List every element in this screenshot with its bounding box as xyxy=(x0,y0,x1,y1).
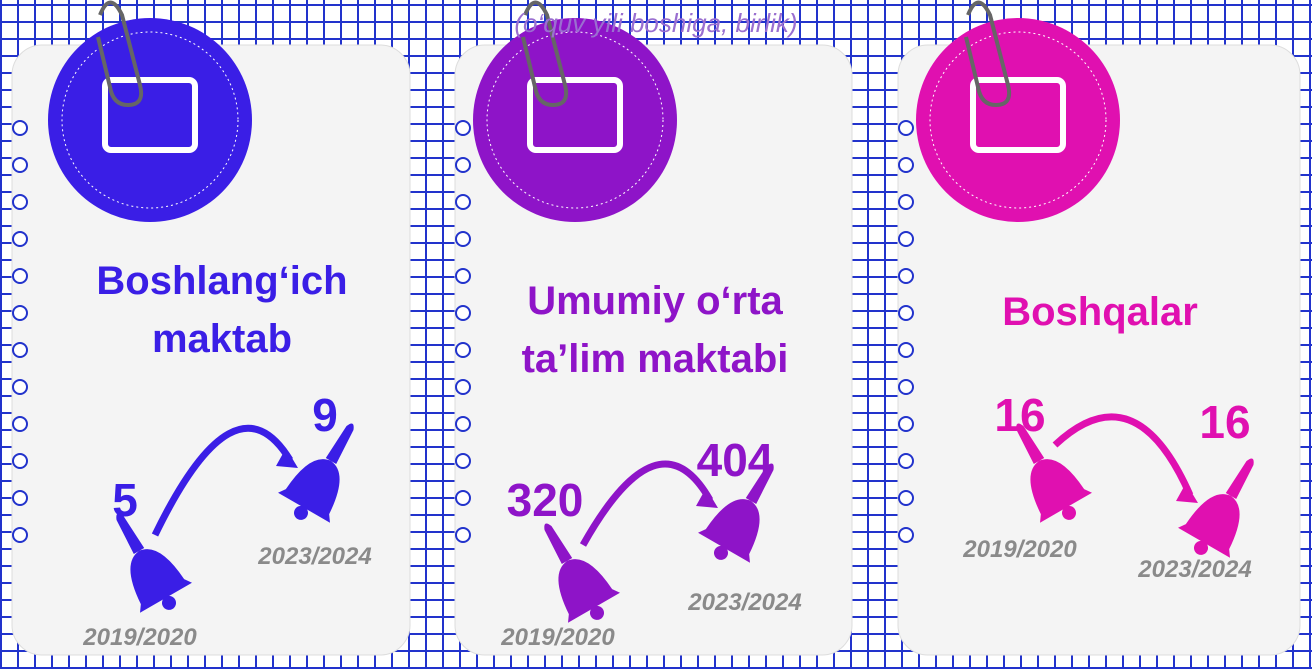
ring-hole xyxy=(12,268,28,284)
value: 9 xyxy=(312,389,338,441)
ring-hole xyxy=(455,379,471,395)
ring-hole xyxy=(12,379,28,395)
ring-hole xyxy=(898,268,914,284)
value: 5 xyxy=(112,474,138,526)
value: 404 xyxy=(696,434,774,486)
year: 2019/2020 xyxy=(83,624,197,651)
icon-ring xyxy=(929,31,1107,209)
ring-hole xyxy=(455,231,471,247)
value: 16 xyxy=(1199,396,1251,448)
ring-hole xyxy=(455,342,471,358)
ring-hole xyxy=(898,231,914,247)
bell-icon xyxy=(698,463,774,563)
ring-hole xyxy=(898,490,914,506)
year: 2019/2020 xyxy=(963,536,1077,563)
ring-hole xyxy=(12,416,28,432)
ring-hole xyxy=(898,342,914,358)
bell-icon xyxy=(544,523,620,623)
arrow xyxy=(151,424,293,537)
ring-hole xyxy=(12,453,28,469)
icon xyxy=(527,77,623,153)
icon-circle xyxy=(916,18,1120,222)
ring-hole xyxy=(12,342,28,358)
arrow-head xyxy=(1176,483,1198,503)
year: 2023/2024 xyxy=(688,589,802,616)
paperclip xyxy=(96,0,144,108)
bell-icon xyxy=(278,423,354,523)
bell-icon xyxy=(1016,423,1092,523)
value: 16 xyxy=(994,389,1046,441)
year: 2023/2024 xyxy=(258,543,372,570)
ring-hole xyxy=(12,194,28,210)
arrow-head xyxy=(276,448,298,468)
icon xyxy=(970,77,1066,153)
ring-hole xyxy=(898,379,914,395)
ring-hole xyxy=(12,231,28,247)
ring-hole xyxy=(455,120,471,136)
ring-hole xyxy=(455,453,471,469)
ring-hole xyxy=(455,416,471,432)
bell-icon xyxy=(1178,458,1254,558)
ring-hole xyxy=(898,416,914,432)
ring-hole xyxy=(898,305,914,321)
ring-hole xyxy=(12,120,28,136)
ring-hole xyxy=(455,527,471,543)
ring-hole xyxy=(455,194,471,210)
bell-icon xyxy=(116,513,192,613)
arrow-head xyxy=(696,488,718,508)
ring-hole xyxy=(12,157,28,173)
card-title: Boshlang‘ich maktab xyxy=(96,259,348,361)
subtitle: (o‘quv yili boshiga, birlik) xyxy=(514,8,798,38)
ring-hole xyxy=(898,194,914,210)
ring-hole xyxy=(898,157,914,173)
ring-hole xyxy=(12,490,28,506)
card-title: Boshqalar xyxy=(1002,290,1198,334)
ring-hole xyxy=(455,268,471,284)
arrow xyxy=(1052,413,1194,497)
ring-hole xyxy=(898,527,914,543)
year: 2023/2024 xyxy=(1138,556,1252,583)
arrow xyxy=(579,460,714,547)
icon-circle xyxy=(48,18,252,222)
ring-hole xyxy=(12,527,28,543)
value: 320 xyxy=(506,474,584,526)
year: 2019/2020 xyxy=(501,624,615,651)
icon-ring xyxy=(61,31,239,209)
paperclip xyxy=(521,0,569,108)
ring-hole xyxy=(455,305,471,321)
icon xyxy=(102,77,198,153)
ring-hole xyxy=(455,490,471,506)
icon-circle xyxy=(473,18,677,222)
ring-hole xyxy=(455,157,471,173)
card-title: Umumiy o‘rta ta’lim maktabi xyxy=(521,279,789,381)
ring-hole xyxy=(898,453,914,469)
ring-hole xyxy=(12,305,28,321)
ring-hole xyxy=(898,120,914,136)
icon-ring xyxy=(486,31,664,209)
paperclip xyxy=(964,0,1012,108)
